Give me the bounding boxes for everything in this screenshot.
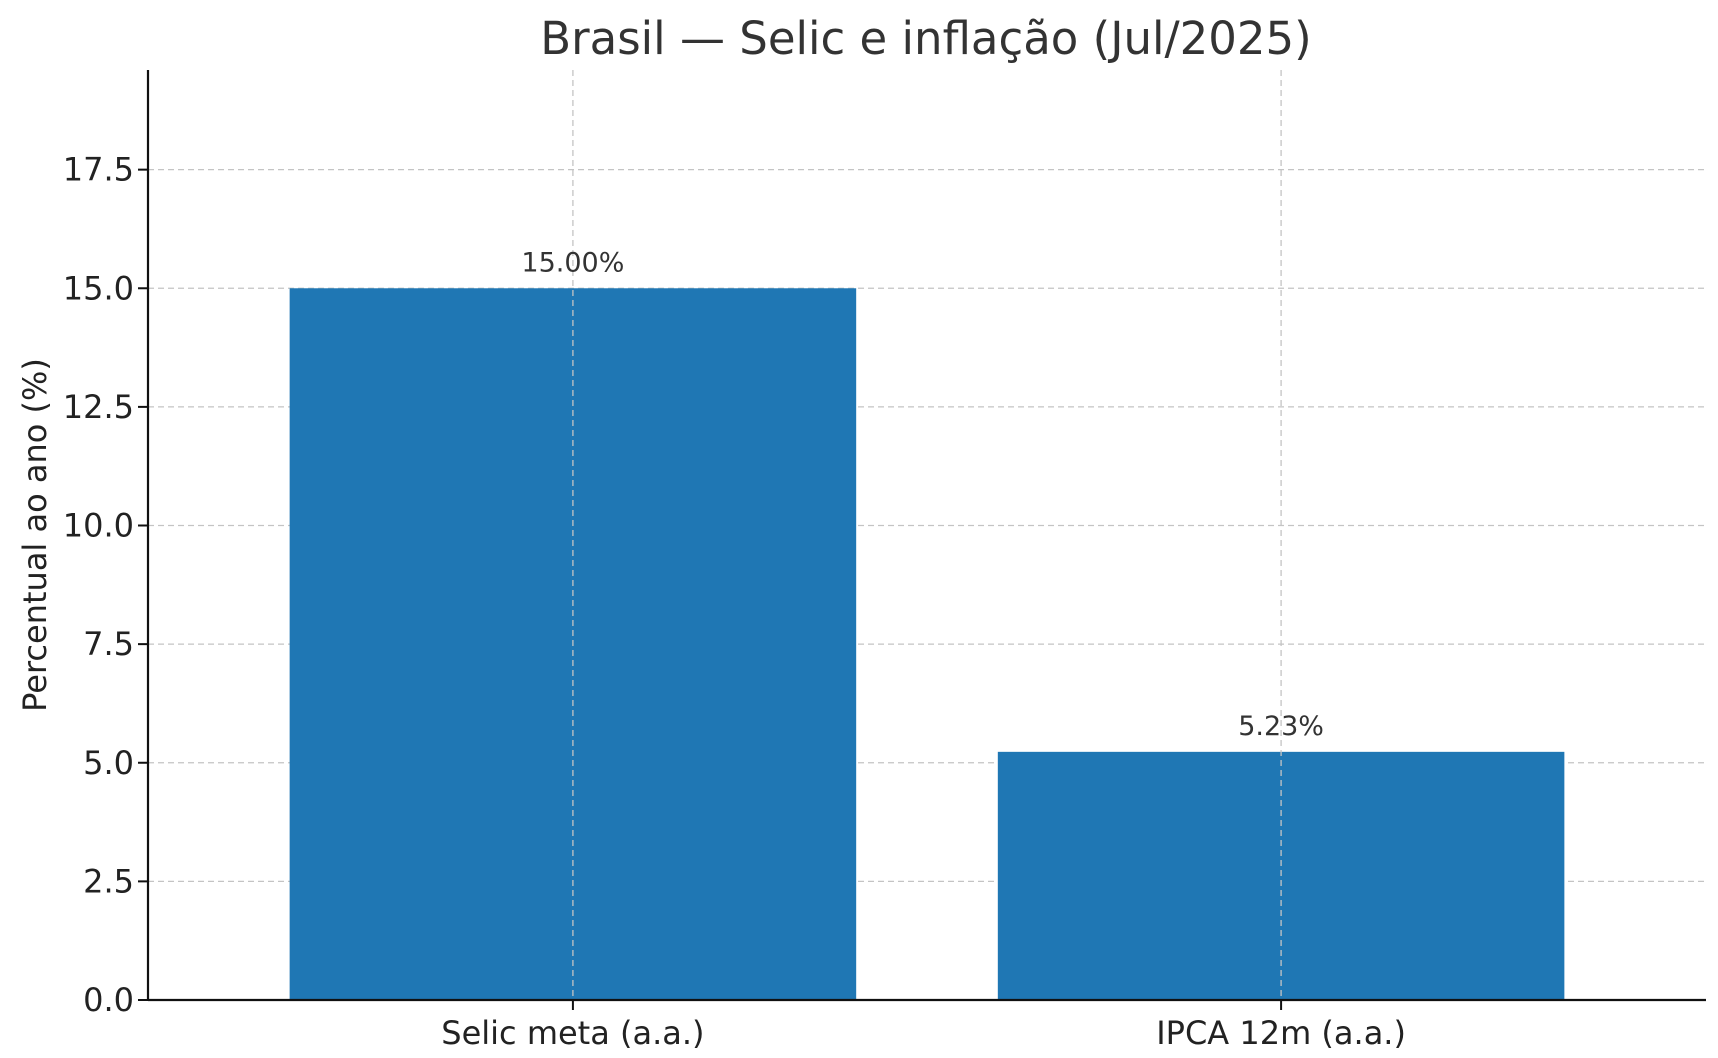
y-ticks: 0.0 2.5 5.0 7.5 10.0 12.5 15.0 17.5 [63,151,148,1019]
x-tick-label: Selic meta (a.a.) [441,1014,704,1052]
y-tick-label: 5.0 [83,744,134,782]
x-ticks: Selic meta (a.a.) IPCA 12m (a.a.) [441,1000,1406,1052]
bar-data-label: 15.00% [521,247,624,278]
axes [146,70,1706,1002]
y-tick-label: 15.0 [63,269,134,307]
data-labels: 15.00% 5.23% [521,70,1324,1000]
y-tick-label: 12.5 [63,388,134,426]
y-tick-label: 7.5 [83,625,134,663]
chart-title: Brasil — Selic e inflação (Jul/2025) [540,12,1311,65]
y-tick-label: 2.5 [83,862,134,900]
bar-data-label: 5.23% [1238,711,1324,742]
y-tick-label: 17.5 [63,151,134,189]
y-axis-label: Percentual ao ano (%) [16,358,54,712]
y-tick-label: 0.0 [83,981,134,1019]
y-tick-label: 10.0 [63,507,134,545]
x-tick-label: IPCA 12m (a.a.) [1156,1014,1406,1052]
